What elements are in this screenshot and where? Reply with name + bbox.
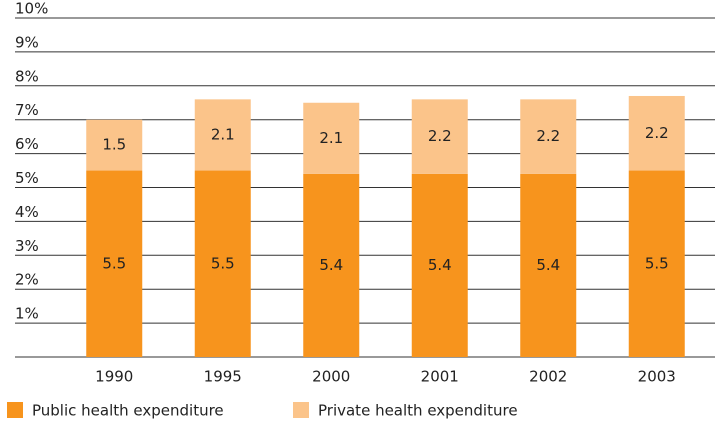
- data-label: 2.1: [211, 125, 235, 143]
- bar-segment: [411, 99, 468, 174]
- data-label: 2.2: [536, 127, 560, 145]
- legend-label: Public health expenditure: [32, 402, 224, 420]
- data-label: 5.5: [211, 254, 235, 272]
- bar-segment: [86, 170, 143, 357]
- x-tick-label: 2003: [638, 368, 676, 386]
- y-tick-label: 7%: [15, 101, 39, 119]
- bar-segment: [303, 173, 360, 357]
- bar-segment: [194, 170, 251, 357]
- bar-segment: [194, 99, 251, 171]
- legend-label: Private health expenditure: [318, 402, 518, 420]
- y-tick-label: 6%: [15, 135, 39, 153]
- data-label: 5.4: [536, 256, 560, 274]
- x-tick-label: 1995: [204, 368, 242, 386]
- data-label: 5.4: [319, 256, 343, 274]
- data-label: 2.1: [319, 129, 343, 147]
- y-tick-label: 3%: [15, 237, 39, 255]
- x-tick-label: 2000: [312, 368, 350, 386]
- y-tick-label: 9%: [15, 33, 39, 51]
- y-tick-label: 1%: [15, 305, 39, 323]
- data-label: 2.2: [645, 124, 669, 142]
- bar-segment: [628, 170, 685, 357]
- bar-segment: [303, 102, 360, 174]
- data-label: 2.2: [428, 127, 452, 145]
- legend-swatch: [7, 402, 23, 418]
- data-label: 1.5: [102, 136, 126, 154]
- data-label: 5.5: [102, 254, 126, 272]
- bar-segment: [628, 95, 685, 171]
- x-tick-label: 2001: [421, 368, 459, 386]
- y-tick-label: 2%: [15, 271, 39, 289]
- y-tick-label: 10%: [15, 0, 48, 18]
- bar-segment: [411, 173, 468, 357]
- data-label: 5.4: [428, 256, 452, 274]
- bar-segment: [520, 99, 577, 174]
- legend-swatch: [293, 402, 309, 418]
- data-label: 5.5: [645, 254, 669, 272]
- x-tick-label: 1990: [95, 368, 133, 386]
- y-tick-label: 5%: [15, 169, 39, 187]
- bar-segment: [520, 173, 577, 357]
- y-tick-label: 8%: [15, 67, 39, 85]
- y-tick-label: 4%: [15, 203, 39, 221]
- x-tick-label: 2002: [529, 368, 567, 386]
- bar-segment: [86, 119, 143, 171]
